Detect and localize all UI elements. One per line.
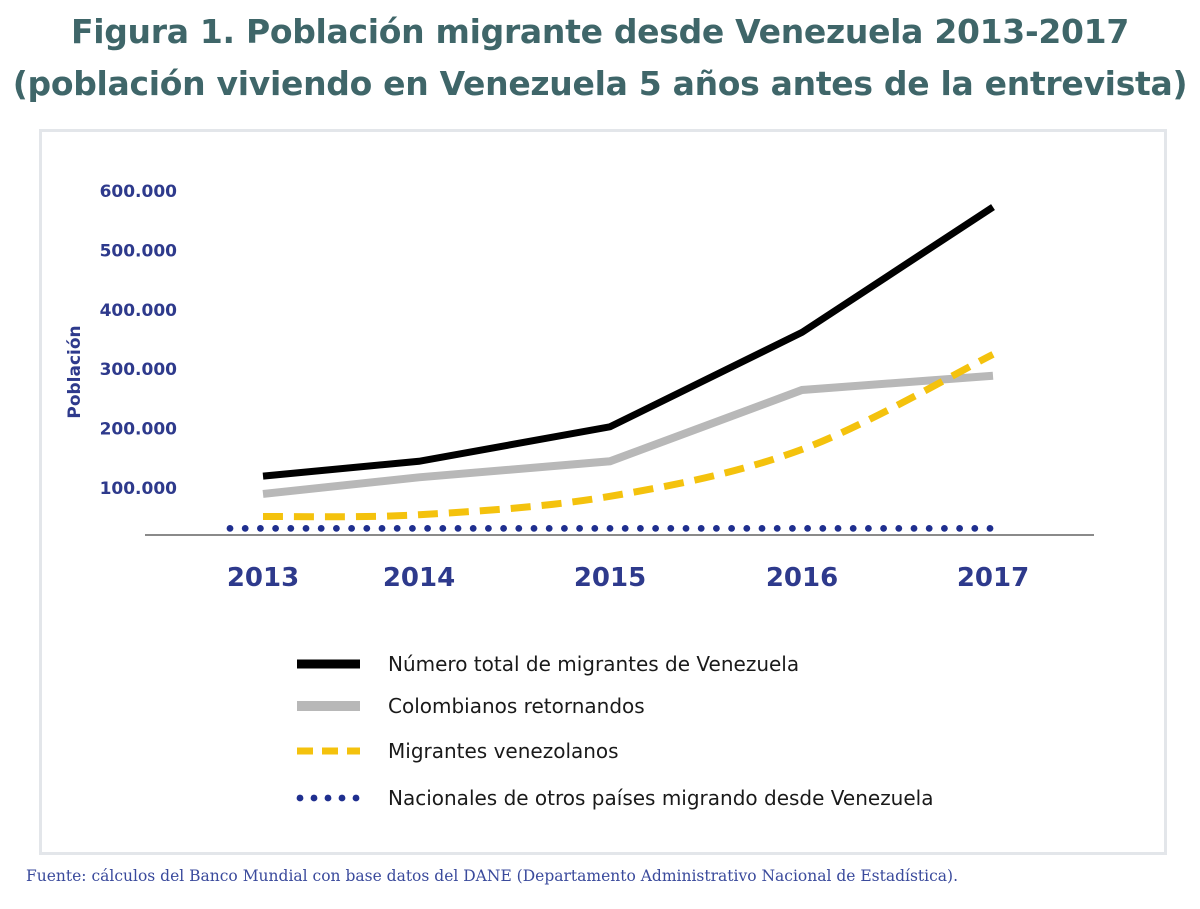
series-dotted-point: [880, 524, 887, 532]
series-dotted-point: [621, 524, 629, 532]
series-dotted-point: [728, 524, 735, 532]
chart-title-line-2: (población viviendo en Venezuela 5 años …: [12, 64, 1188, 103]
series-dotted-point: [424, 524, 431, 532]
y-axis-ticks: 100.000 200.000 300.000 400.000 500.000 600.0…: [100, 182, 178, 499]
series-line-total-migrantes: [262, 204, 995, 480]
y-axis-label: Población: [65, 325, 85, 418]
chart-frame: [39, 129, 1167, 855]
series-dotted-point: [241, 524, 249, 532]
x-axis-ticks: 2013 2014 2015 2016 2017: [227, 563, 1029, 593]
y-tick-label: 500.000: [100, 241, 178, 261]
series-dotted-point: [789, 524, 796, 532]
series-dotted-point: [378, 524, 386, 532]
legend: Número total de migrantes de Venezuela Co…: [296, 652, 933, 810]
series-dotted-point: [226, 524, 234, 532]
y-tick-label: 200.000: [100, 420, 178, 440]
x-tick-label: 2016: [766, 563, 838, 593]
series-dotted-point: [333, 524, 340, 532]
series-dotted-point: [561, 524, 568, 532]
legend-item: Nacionales de otros países migrando desd…: [296, 786, 933, 810]
series-dotted-point: [713, 524, 720, 532]
series-dotted-point: [773, 524, 781, 532]
source-note: Fuente: cálculos del Banco Mundial con b…: [26, 867, 959, 885]
series-dotted-point: [393, 524, 401, 532]
series-dotted-point: [606, 524, 614, 532]
series-dotted-point: [865, 524, 872, 532]
series-dotted-point: [910, 524, 918, 532]
series-dotted-point: [545, 524, 553, 532]
legend-swatch: [296, 794, 360, 802]
series-dotted-point: [348, 524, 355, 532]
y-tick-label: 100.000: [100, 479, 178, 499]
series-dotted-point: [682, 524, 690, 532]
series-dotted-point: [925, 524, 933, 532]
series-dotted-point: [637, 524, 644, 532]
series-dotted-point: [439, 524, 447, 532]
series-dotted-point: [849, 524, 857, 532]
series-dotted-point: [956, 524, 963, 532]
series-dotted-point: [667, 524, 675, 532]
series-dotted-point: [409, 524, 416, 532]
series-dotted-point: [743, 524, 751, 532]
legend-label: Nacionales de otros países migrando desd…: [388, 786, 933, 810]
legend-label: Migrantes venezolanos: [388, 739, 619, 763]
series-dotted-point: [272, 524, 279, 532]
legend-label: Colombianos retornandos: [388, 694, 645, 718]
series-dotted-point: [257, 524, 264, 532]
series-dotted-point: [363, 524, 371, 532]
y-tick-label: 600.000: [100, 182, 178, 202]
series-dotted-point: [591, 524, 599, 532]
series-group: [226, 204, 995, 532]
series-dotted-point: [287, 524, 295, 532]
series-dotted-point: [530, 524, 538, 532]
legend-item: Colombianos retornandos: [297, 694, 645, 718]
series-dotted-point: [652, 524, 659, 532]
y-tick-label: 400.000: [100, 301, 178, 321]
series-dotted-point: [454, 524, 462, 532]
series-dotted-point: [834, 524, 842, 532]
series-dotted-point: [485, 524, 492, 532]
series-dotted-point: [819, 524, 827, 532]
chart-title: Figura 1. Población migrante desde Venez…: [0, 6, 1200, 110]
x-tick-label: 2014: [383, 563, 455, 593]
series-dotted-point: [941, 524, 948, 532]
series-dotted-point: [576, 524, 583, 532]
series-dotted-point: [302, 524, 310, 532]
series-dotted-point: [697, 524, 705, 532]
series-dotted-point: [515, 524, 523, 532]
legend-item: Migrantes venezolanos: [297, 739, 619, 763]
series-dotted-point: [804, 524, 811, 532]
y-tick-label: 300.000: [100, 360, 178, 380]
series-line-migrantes-venezolanos: [262, 351, 995, 521]
series-dotted-point: [500, 524, 507, 532]
x-tick-label: 2013: [227, 563, 299, 593]
series-dotted-point: [895, 524, 903, 532]
legend-label: Número total de migrantes de Venezuela: [388, 652, 799, 676]
x-tick-label: 2015: [574, 563, 646, 593]
series-dotted-point: [986, 524, 994, 532]
series-dotted-point: [758, 524, 766, 532]
series-dotted-point: [469, 524, 477, 532]
chart-title-line-1: Figura 1. Población migrante desde Venez…: [70, 12, 1130, 51]
series-line-colombianos-retornandos: [262, 371, 994, 498]
x-tick-label: 2017: [957, 563, 1029, 593]
series-dotted-point: [317, 524, 325, 532]
series-dotted-point: [971, 524, 979, 532]
legend-item: Número total de migrantes de Venezuela: [297, 652, 799, 676]
